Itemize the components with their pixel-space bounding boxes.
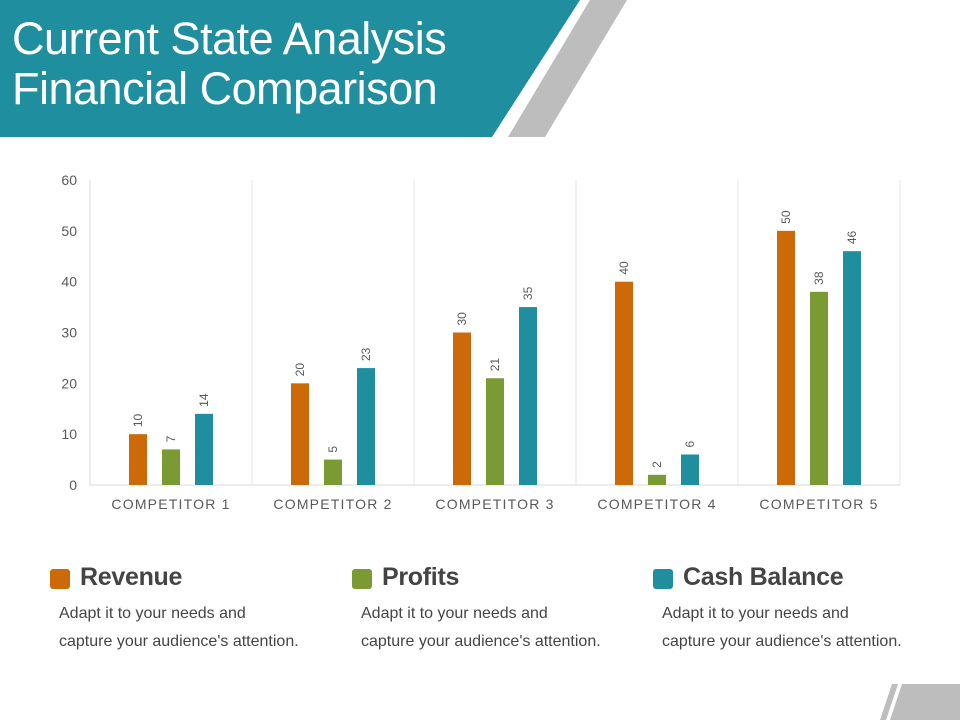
legend-profits-name: Profits bbox=[382, 563, 460, 591]
bar-cash-balance bbox=[519, 307, 537, 485]
profits-swatch bbox=[352, 569, 372, 589]
data-label-profits: 2 bbox=[650, 461, 664, 468]
legend-revenue-name: Revenue bbox=[80, 563, 183, 591]
legend-cash-balance-desc-line1: Adapt it to your needs and bbox=[662, 605, 849, 622]
title-line-1: Current State Analysis bbox=[12, 13, 447, 64]
x-category-label: COMPETITOR 5 bbox=[759, 496, 878, 512]
legend-revenue-description: Adapt it to your needs and capture your … bbox=[50, 600, 340, 656]
y-tick-label: 0 bbox=[69, 477, 77, 493]
legend-cash-balance-description: Adapt it to your needs and capture your … bbox=[653, 600, 943, 656]
slide-title: Current State Analysis Financial Compari… bbox=[12, 13, 447, 114]
data-label-revenue: 50 bbox=[779, 210, 793, 224]
data-label-revenue: 20 bbox=[293, 363, 307, 377]
y-tick-label: 10 bbox=[61, 426, 77, 442]
x-category-label: COMPETITOR 1 bbox=[111, 496, 230, 512]
data-label-cash-balance: 14 bbox=[197, 393, 211, 407]
x-category-label: COMPETITOR 2 bbox=[273, 496, 392, 512]
title-banner-shape bbox=[0, 0, 580, 137]
corner-stripe-thin bbox=[880, 684, 898, 720]
bar-revenue bbox=[129, 434, 147, 485]
legend-revenue: Revenue Adapt it to your needs and captu… bbox=[50, 562, 340, 656]
data-label-revenue: 30 bbox=[455, 312, 469, 326]
bar-chart: 0 10 20 30 40 50 60 COMPETITOR 1 COMPETITOR 2 COM… bbox=[61, 172, 901, 512]
bar-cash-balance bbox=[195, 413, 213, 485]
data-label-profits: 7 bbox=[164, 435, 178, 442]
x-category-label: COMPETITOR 4 bbox=[597, 496, 716, 512]
bar-profits bbox=[162, 449, 180, 485]
cash-balance-swatch bbox=[653, 569, 673, 589]
bar-profits bbox=[324, 459, 342, 485]
corner-stripe-wide bbox=[890, 684, 960, 720]
revenue-swatch bbox=[50, 569, 70, 589]
legend-revenue-desc-line2: capture your audience's attention. bbox=[59, 633, 299, 650]
legend-cash-balance-name: Cash Balance bbox=[683, 563, 844, 591]
y-tick-label: 60 bbox=[61, 172, 77, 188]
data-label-cash-balance: 35 bbox=[521, 286, 535, 300]
bar-profits bbox=[648, 474, 666, 485]
bar-cash-balance bbox=[357, 368, 375, 485]
y-tick-label: 30 bbox=[61, 325, 77, 341]
data-label-cash-balance: 23 bbox=[359, 347, 373, 361]
data-label-revenue: 40 bbox=[617, 261, 631, 275]
title-band: Current State Analysis Financial Compari… bbox=[0, 0, 960, 140]
title-line-2: Financial Comparison bbox=[12, 63, 438, 114]
legend-revenue-desc-line1: Adapt it to your needs and bbox=[59, 605, 246, 622]
legend-profits: Profits Adapt it to your needs and captu… bbox=[352, 562, 642, 656]
bar-cash-balance bbox=[843, 251, 861, 485]
data-label-profits: 38 bbox=[812, 271, 826, 285]
legend-cash-balance-desc-line2: capture your audience's attention. bbox=[662, 633, 902, 650]
data-label-revenue: 10 bbox=[131, 413, 145, 427]
legend-cash-balance: Cash Balance Adapt it to your needs and … bbox=[653, 562, 943, 656]
bar-revenue bbox=[777, 230, 795, 485]
title-band-shapes bbox=[0, 0, 627, 137]
bar-revenue bbox=[291, 383, 309, 485]
legend-profits-desc-line2: capture your audience's attention. bbox=[361, 633, 601, 650]
legend-profits-desc-line1: Adapt it to your needs and bbox=[361, 605, 548, 622]
y-tick-label: 20 bbox=[61, 375, 77, 391]
data-label-profits: 5 bbox=[326, 446, 340, 453]
bar-profits bbox=[486, 378, 504, 485]
y-tick-label: 40 bbox=[61, 274, 77, 290]
legend-profits-description: Adapt it to your needs and capture your … bbox=[352, 600, 642, 656]
bar-profits bbox=[810, 291, 828, 485]
data-label-profits: 21 bbox=[488, 358, 502, 372]
data-label-cash-balance: 6 bbox=[683, 441, 697, 448]
bar-revenue bbox=[615, 281, 633, 485]
corner-decoration bbox=[880, 684, 960, 720]
x-category-label: COMPETITOR 3 bbox=[435, 496, 554, 512]
bar-revenue bbox=[453, 332, 471, 485]
y-tick-label: 50 bbox=[61, 223, 77, 239]
bar-cash-balance bbox=[681, 454, 699, 485]
title-gray-stripe bbox=[508, 0, 627, 137]
data-label-cash-balance: 46 bbox=[845, 230, 859, 244]
